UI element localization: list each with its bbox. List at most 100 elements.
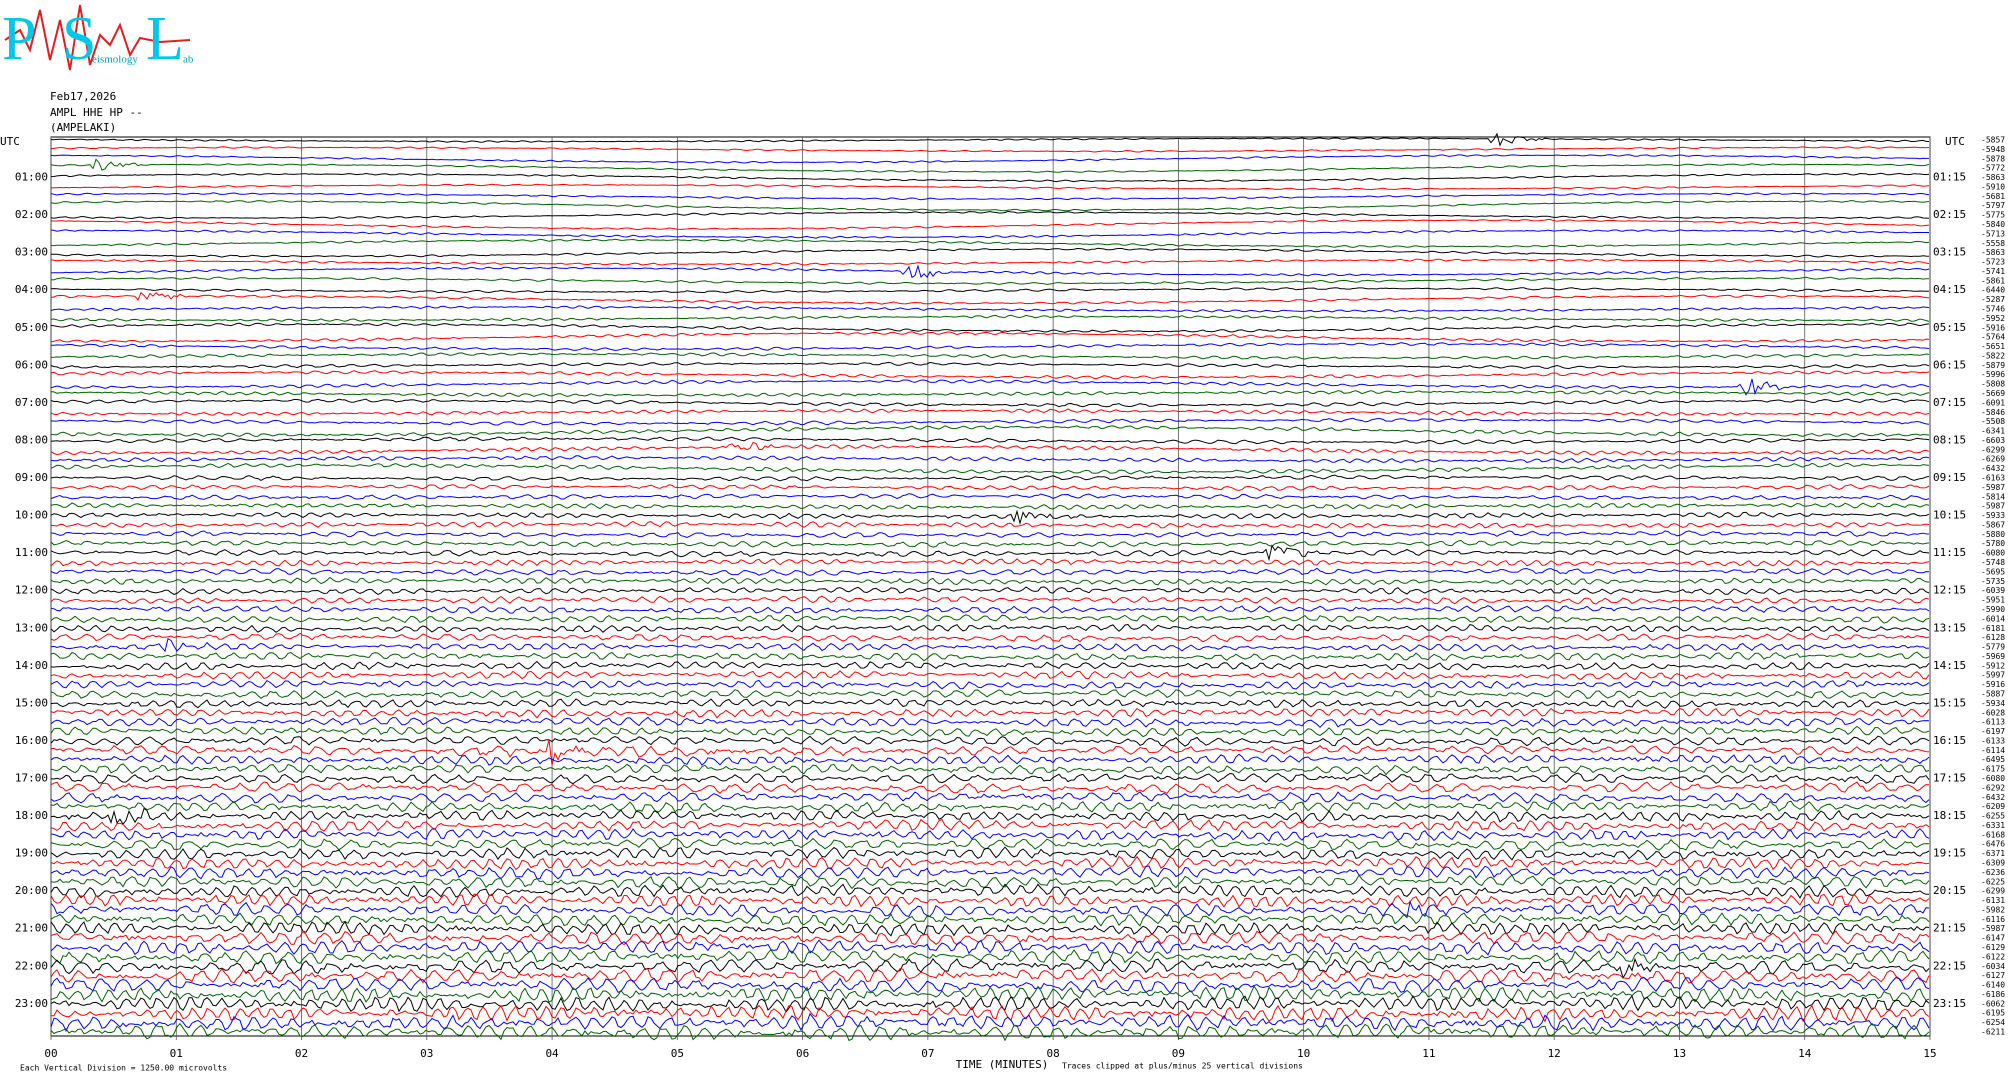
- x-title: TIME (MINUTES): [956, 1058, 1049, 1071]
- seismic-trace: [50, 623, 1930, 633]
- trace-offset: -6309: [1981, 858, 2005, 867]
- seismic-trace: [50, 791, 1930, 804]
- trace-offset: -6195: [1981, 1009, 2005, 1018]
- trace-offset: -5775: [1981, 211, 2005, 220]
- seismic-trace: [50, 370, 1930, 380]
- seismic-trace: [50, 846, 1930, 861]
- logo-word: ab: [183, 54, 194, 66]
- trace-offset: -5987: [1981, 483, 2005, 492]
- trace-offset: -6371: [1981, 849, 2005, 858]
- logo-letter: P: [2, 5, 36, 73]
- trace-offset: -6080: [1981, 549, 2005, 558]
- seismic-trace: [50, 567, 1930, 576]
- hour-label: 18:15: [1933, 809, 1966, 822]
- seismic-trace: [50, 739, 1930, 766]
- trace-offset: -5987: [1981, 502, 2005, 511]
- seismic-trace: [50, 417, 1930, 426]
- hour-label: 22:00: [15, 959, 48, 972]
- clip-note: Traces clipped at plus/minus 25 vertical…: [1062, 1062, 1303, 1071]
- hour-label: 09:15: [1933, 471, 1966, 484]
- trace-offset: -6331: [1981, 821, 2005, 830]
- seismic-trace: [50, 595, 1930, 605]
- trace-offset: -6133: [1981, 736, 2005, 745]
- seismic-trace: [50, 614, 1930, 624]
- seismic-trace: [50, 912, 1930, 927]
- trace-offset: -5695: [1981, 567, 2005, 576]
- trace-offset: -6116: [1981, 915, 2005, 924]
- seismic-trace: [50, 837, 1930, 851]
- seismic-trace: [50, 637, 1930, 653]
- trace-offset: -5780: [1981, 539, 2005, 548]
- seismic-trace: [50, 930, 1930, 946]
- trace-offset: -5814: [1981, 492, 2005, 501]
- seismic-trace: [50, 883, 1930, 899]
- seismic-trace: [50, 474, 1930, 482]
- trace-offset: -6129: [1981, 943, 2005, 952]
- x-tick-label: 14: [1798, 1047, 1812, 1060]
- hour-label: 11:00: [15, 546, 48, 559]
- seismic-trace: [50, 305, 1930, 313]
- trace-offset: -5969: [1981, 652, 2005, 661]
- seismic-trace: [50, 800, 1930, 814]
- trace-offset: -5948: [1981, 145, 2005, 154]
- seismic-trace: [50, 425, 1930, 438]
- logo-wave: [4, 4, 191, 71]
- seismic-trace: [50, 763, 1930, 776]
- seismic-trace: [50, 716, 1930, 729]
- seismic-trace: [50, 818, 1930, 832]
- seismic-trace: [50, 707, 1930, 719]
- seismic-trace: [50, 651, 1930, 662]
- trace-offset: -5951: [1981, 596, 2005, 605]
- hour-label: 22:15: [1933, 959, 1966, 972]
- trace-offset: -6476: [1981, 840, 2005, 849]
- hour-label: 20:15: [1933, 884, 1966, 897]
- trace-offset: -5996: [1981, 370, 2005, 379]
- x-tick-label: 00: [44, 1047, 57, 1060]
- trace-offset: -5990: [1981, 605, 2005, 614]
- trace-offset: -5887: [1981, 689, 2005, 698]
- hour-label: 03:15: [1933, 246, 1966, 259]
- hour-label: 09:00: [15, 471, 48, 484]
- x-tick-label: 09: [1172, 1047, 1185, 1060]
- hour-label: 19:15: [1933, 847, 1966, 860]
- seismic-trace: [51, 247, 1930, 258]
- trace-offset: -6163: [1981, 474, 2005, 483]
- hour-label: 12:15: [1933, 584, 1966, 597]
- seismic-trace: [50, 725, 1930, 738]
- trace-offset: -5669: [1981, 389, 2005, 398]
- hour-label: 06:15: [1933, 358, 1966, 371]
- trace-offset: -5934: [1981, 699, 2005, 708]
- hour-label: 17:00: [15, 771, 48, 784]
- hour-label: 15:15: [1933, 696, 1966, 709]
- hour-label: 01:00: [15, 171, 48, 184]
- x-tick-label: 11: [1422, 1047, 1435, 1060]
- trace-offset: -6091: [1981, 398, 2005, 407]
- seismic-trace: [50, 258, 1930, 266]
- trace-offset: -5764: [1981, 333, 2005, 342]
- hour-label: 18:00: [15, 809, 48, 822]
- seismic-trace: [50, 874, 1930, 890]
- x-tick-label: 13: [1673, 1047, 1686, 1060]
- scale-note: Each Vertical Division = 1250.00 microvo…: [20, 1064, 227, 1073]
- seismic-trace: [50, 781, 1930, 795]
- hour-label: 23:15: [1933, 997, 1966, 1010]
- seismic-trace: [50, 772, 1930, 785]
- hour-label: 16:15: [1933, 734, 1966, 747]
- trace-offset: -5558: [1981, 239, 2005, 248]
- seismic-trace: [50, 967, 1930, 984]
- trace-offset: -6432: [1981, 464, 2005, 473]
- seismic-trace: [50, 632, 1930, 643]
- trace-offset: -6299: [1981, 887, 2005, 896]
- seismic-trace: [50, 530, 1930, 539]
- seismic-trace: [50, 544, 1930, 562]
- hour-label: 02:00: [15, 208, 48, 221]
- seismic-trace: [50, 520, 1930, 529]
- hour-label: 20:00: [15, 884, 48, 897]
- seismic-trace: [50, 660, 1930, 671]
- seismic-trace: [50, 146, 1930, 153]
- x-tick-label: 01: [170, 1047, 183, 1060]
- trace-offset: -5916: [1981, 680, 2005, 689]
- seismic-trace: [50, 210, 1930, 220]
